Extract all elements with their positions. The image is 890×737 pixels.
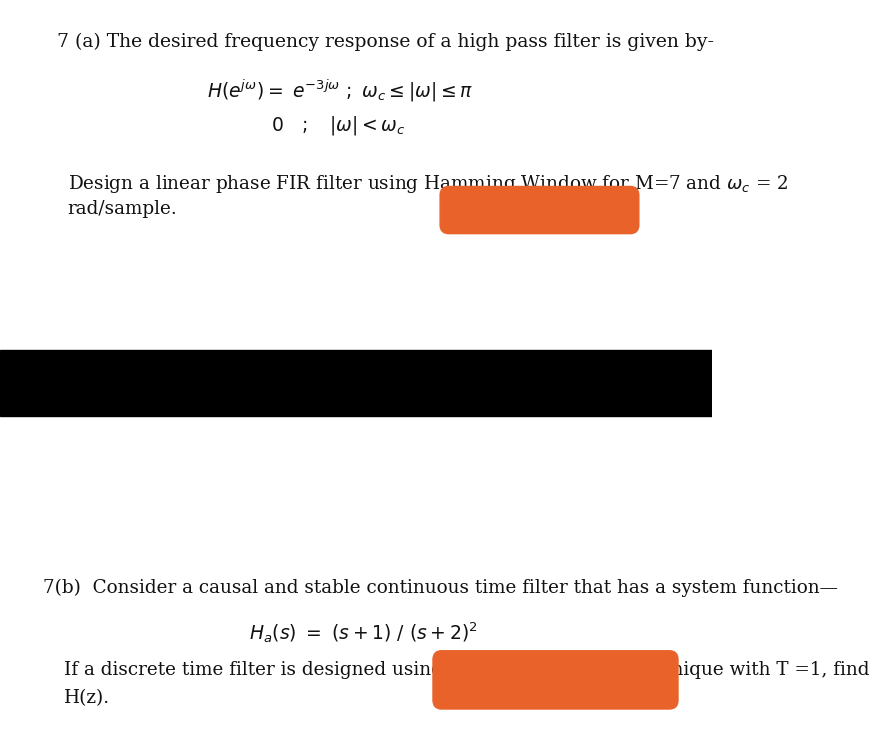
Text: Design a linear phase FIR filter using Hamming Window for M=7 and $\omega_c$ = 2: Design a linear phase FIR filter using H… [68, 173, 788, 195]
Text: 7(b)  Consider a causal and stable continuous time filter that has a system func: 7(b) Consider a causal and stable contin… [43, 579, 837, 597]
FancyBboxPatch shape [441, 186, 639, 234]
Text: $H_a(s) \ = \ (s+1) \ / \ (s+2)^2$: $H_a(s) \ = \ (s+1) \ / \ (s+2)^2$ [249, 621, 478, 646]
Text: rad/sample.: rad/sample. [68, 200, 177, 218]
FancyBboxPatch shape [433, 651, 678, 709]
FancyBboxPatch shape [0, 350, 712, 416]
Text: $0 \quad ; \quad |\omega| < \omega_c$: $0 \quad ; \quad |\omega| < \omega_c$ [271, 114, 405, 137]
Text: If a discrete time filter is designed using impulse invariance technique with T : If a discrete time filter is designed us… [64, 661, 870, 679]
Text: H(z).: H(z). [64, 689, 110, 707]
Text: 7 (a) The desired frequency response of a high pass filter is given by-: 7 (a) The desired frequency response of … [57, 33, 714, 52]
Text: $H(e^{j\omega})= \ e^{-3j\omega} \ ; \ \omega_c \leq |\omega| \leq \pi$: $H(e^{j\omega})= \ e^{-3j\omega} \ ; \ \… [206, 77, 473, 104]
